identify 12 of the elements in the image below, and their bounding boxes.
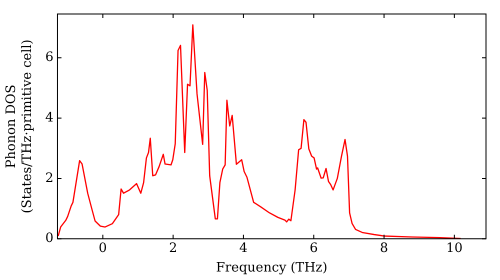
- x-axis-title: Frequency (THz): [216, 260, 328, 276]
- y-tick-label: 4: [45, 110, 54, 126]
- x-tick-label: 2: [168, 240, 178, 256]
- y-tick-label: 2: [45, 170, 54, 186]
- x-tick-label: 6: [310, 240, 318, 256]
- y-axis-title: Phonon DOS (States/THz·primitive cell): [4, 39, 35, 214]
- x-tick-label: 4: [239, 240, 248, 256]
- y-tick-label: 0: [45, 231, 54, 246]
- x-tick-label: 0: [98, 240, 107, 256]
- x-tick-label: 10: [446, 240, 463, 256]
- x-tick-label: 8: [380, 240, 388, 256]
- y-tick-label: 6: [45, 50, 54, 66]
